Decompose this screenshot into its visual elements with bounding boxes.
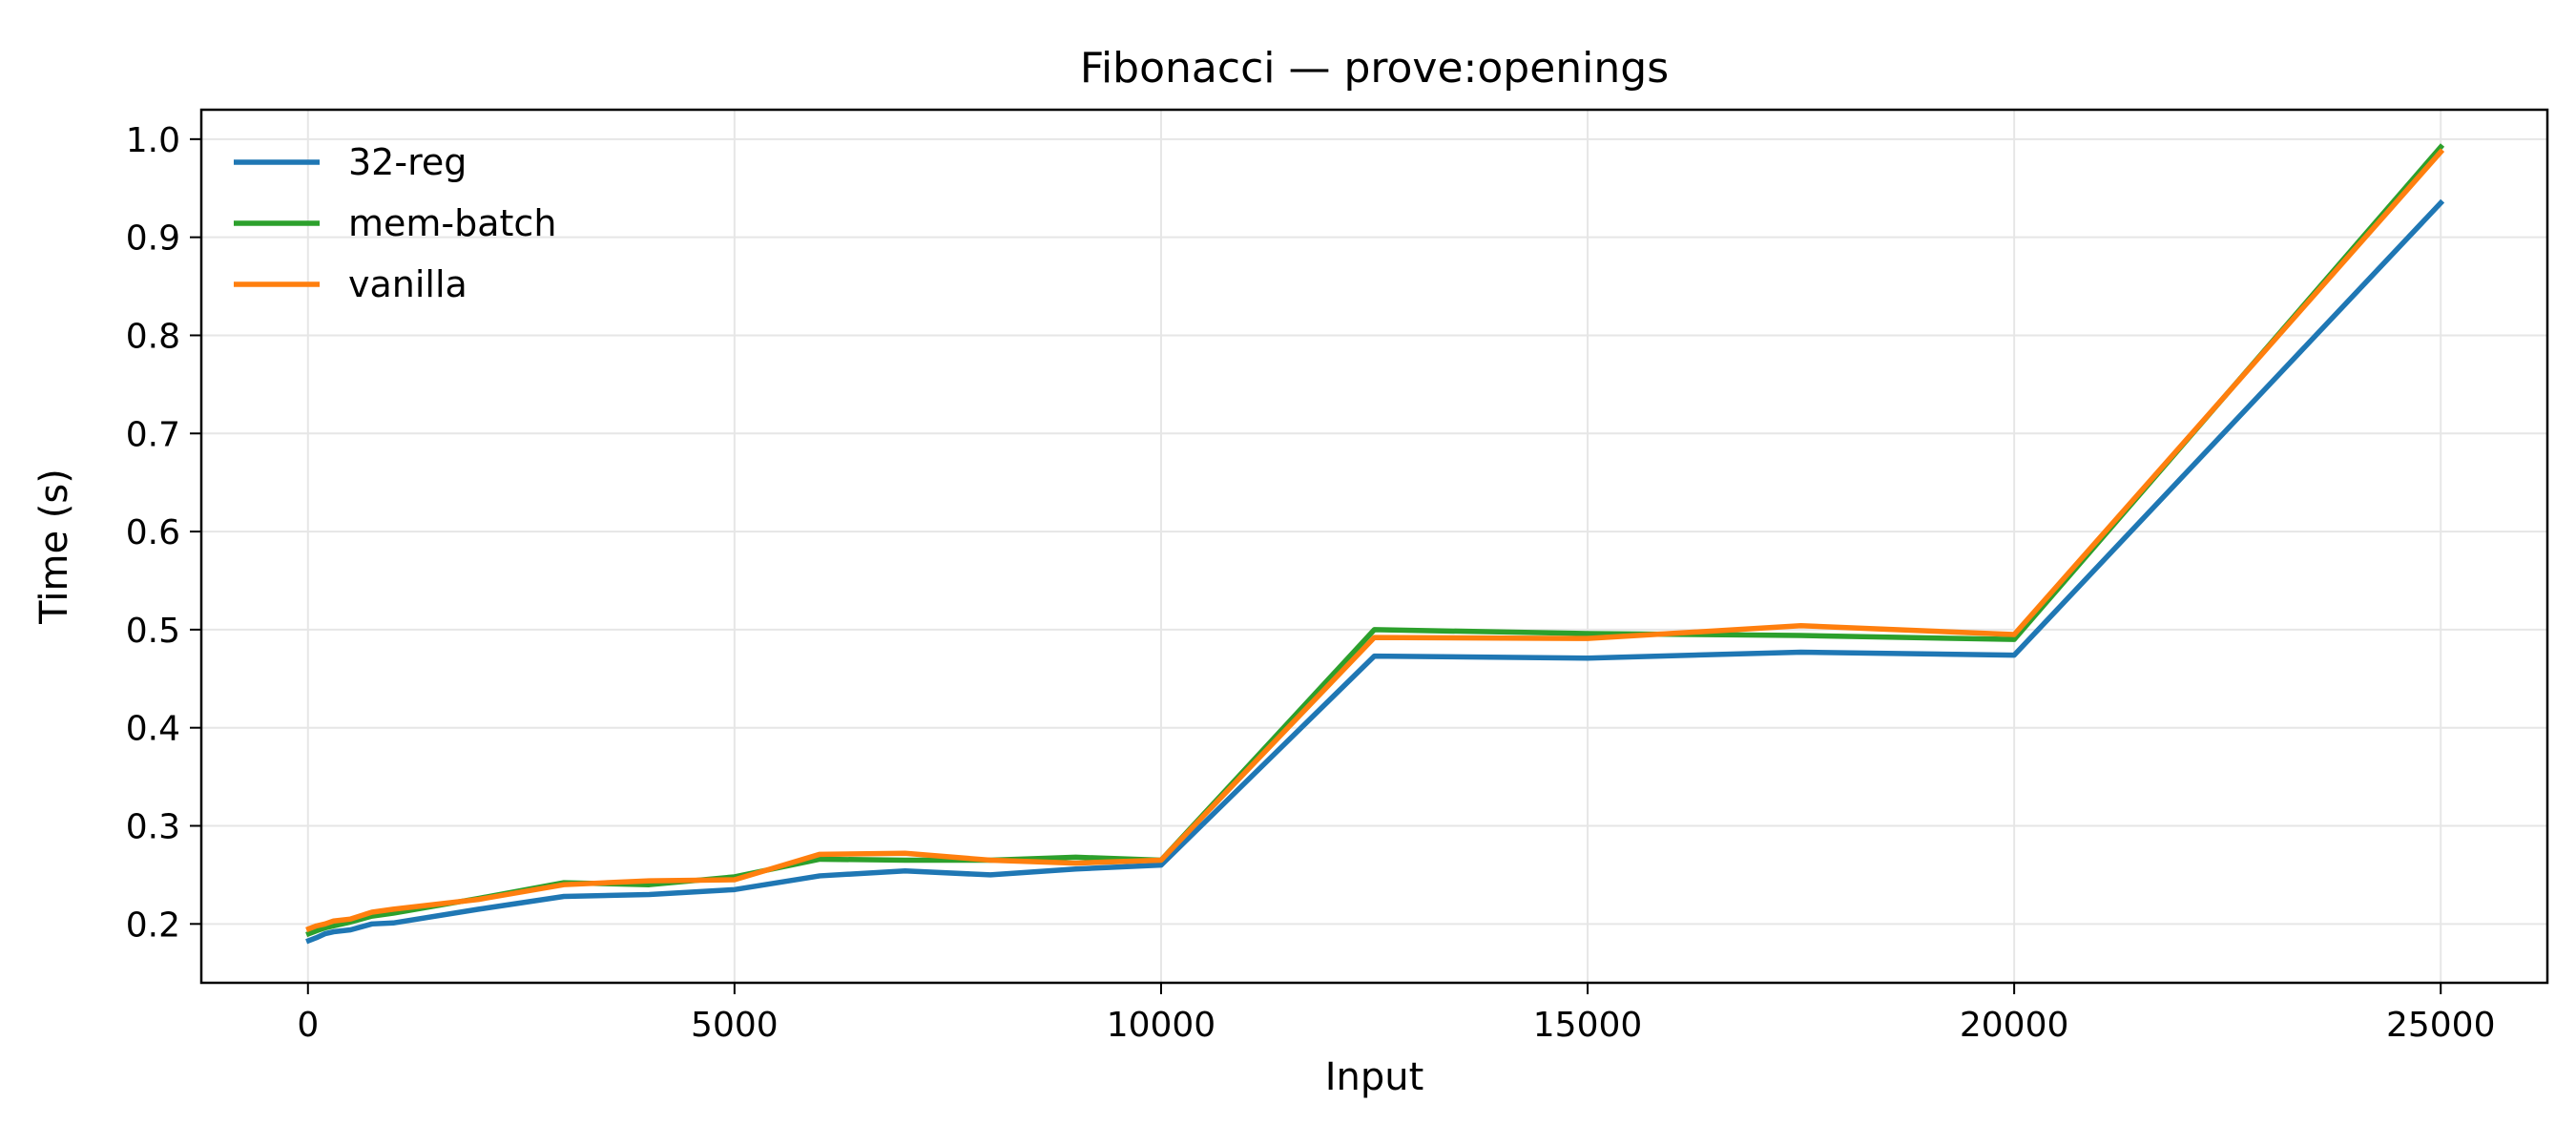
series-line-mem-batch [305,143,2445,938]
legend-label: 32-reg [348,141,467,183]
y-tick-label: 0.2 [126,906,180,945]
x-tick-label: 10000 [1107,1006,1216,1045]
y-tick-label: 0.6 [126,513,180,552]
legend-label: vanilla [348,263,467,305]
x-tick-label: 15000 [1533,1006,1643,1045]
legend-label: mem-batch [348,202,556,244]
legend-item: vanilla [234,263,467,305]
series-lines [305,143,2445,945]
series-line-vanilla [305,148,2445,933]
legend: 32-reg mem-batch vanilla [234,141,556,305]
y-axis-ticks: 0.2 0.3 0.4 0.5 0.6 0.7 0.8 0.9 1.0 [126,121,201,945]
x-tick-label: 20000 [1960,1006,2069,1045]
x-axis-label: Input [1325,1055,1424,1099]
y-tick-label: 0.4 [126,710,180,749]
y-tick-label: 0.8 [126,317,180,356]
plot-frame [199,108,2549,985]
y-axis-label: Time (s) [32,468,76,625]
y-tick-label: 0.7 [126,415,180,454]
series-line-32-reg [305,198,2445,945]
x-tick-label: 0 [297,1006,319,1045]
y-tick-label: 0.9 [126,219,180,259]
chart-title: Fibonacci — prove:openings [1080,44,1669,93]
y-tick-label: 0.5 [126,612,180,651]
y-tick-label: 1.0 [126,121,180,160]
y-tick-label: 0.3 [126,808,180,847]
legend-item: mem-batch [234,202,556,244]
x-axis-ticks: 0 5000 10000 15000 20000 25000 [297,983,2495,1045]
x-tick-label: 5000 [691,1006,779,1045]
legend-item: 32-reg [234,141,467,183]
x-tick-label: 25000 [2386,1006,2496,1045]
